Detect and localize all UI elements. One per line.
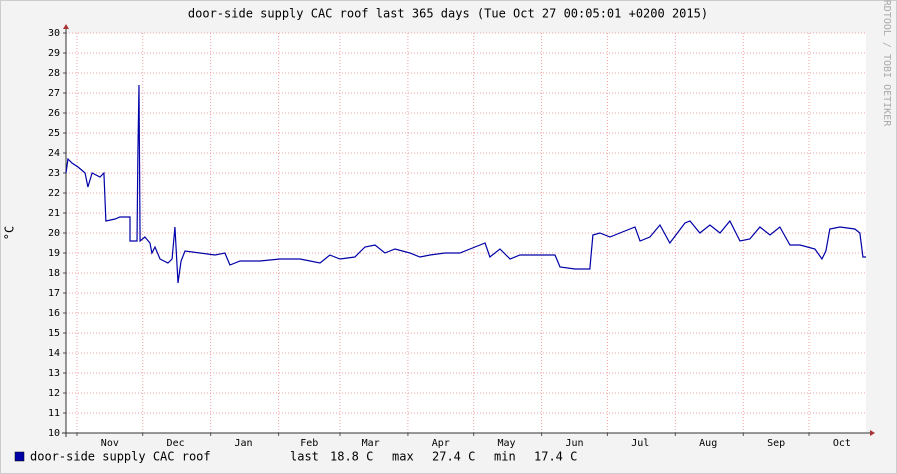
y-tick-label: 28: [48, 68, 60, 79]
chart-title: door-side supply CAC roof last 365 days …: [188, 7, 708, 21]
x-tick-label: Jan: [235, 438, 253, 449]
y-axis-label: °C: [3, 226, 17, 240]
y-tick-label: 17: [48, 288, 60, 299]
x-tick-label: Dec: [167, 438, 185, 449]
grid: 10 11 12 13 14 15 16 17 18 19 20 21 22 23 24 25 26 27 28 29…: [48, 24, 875, 449]
y-tick-label: 21: [48, 208, 60, 219]
y-tick-label: 12: [48, 388, 60, 399]
x-tick-label: Jun: [565, 438, 583, 449]
axis-arrow: [63, 24, 69, 29]
x-tick-label: Sep: [767, 438, 785, 449]
y-tick-label: 13: [48, 368, 60, 379]
marks: [65, 84, 866, 284]
x-tick-label: May: [498, 438, 516, 449]
x-tick-label: Apr: [432, 438, 450, 449]
legend-stat-label: max: [392, 450, 414, 464]
y-tick-label: 27: [48, 88, 60, 99]
axis-arrow: [870, 430, 875, 436]
y-tick-label: 16: [48, 308, 60, 319]
x-tick-label: Feb: [300, 438, 318, 449]
x-tick-label: Oct: [833, 438, 851, 449]
legend-stat-value: 27.4 C: [432, 450, 475, 464]
y-tick-label: 29: [48, 48, 60, 59]
legend-label: door-side supply CAC roof: [30, 450, 211, 464]
x-tick-label: Jul: [631, 438, 649, 449]
x-tick-label: Mar: [362, 438, 380, 449]
legend-stat-value: 17.4 C: [534, 450, 577, 464]
data-line: [65, 84, 866, 284]
y-tick-label: 15: [48, 328, 60, 339]
watermark: RRDTOOL / TOBI OETIKER: [881, 0, 892, 127]
y-tick-label: 19: [48, 248, 60, 259]
legend: door-side supply CAC roof last 18.8 C max 27…: [14, 450, 577, 464]
y-tick-label: 10: [48, 428, 60, 439]
y-tick-label: 24: [48, 148, 60, 159]
y-tick-label: 26: [48, 108, 60, 119]
legend-swatch: [14, 451, 25, 462]
x-tick-label: Aug: [699, 438, 717, 449]
y-tick-label: 25: [48, 128, 60, 139]
y-tick-label: 11: [48, 408, 60, 419]
x-tick-label: Nov: [101, 438, 119, 449]
y-tick-label: 14: [48, 348, 60, 359]
y-tick-label: 20: [48, 228, 60, 239]
legend-stat-label: last: [290, 450, 319, 464]
y-tick-label: 23: [48, 168, 60, 179]
legend-stat-label: min: [494, 450, 516, 464]
legend-stat-value: 18.8 C: [330, 450, 373, 464]
y-tick-label: 18: [48, 268, 60, 279]
y-tick-label: 30: [48, 28, 60, 39]
y-tick-label: 22: [48, 188, 60, 199]
